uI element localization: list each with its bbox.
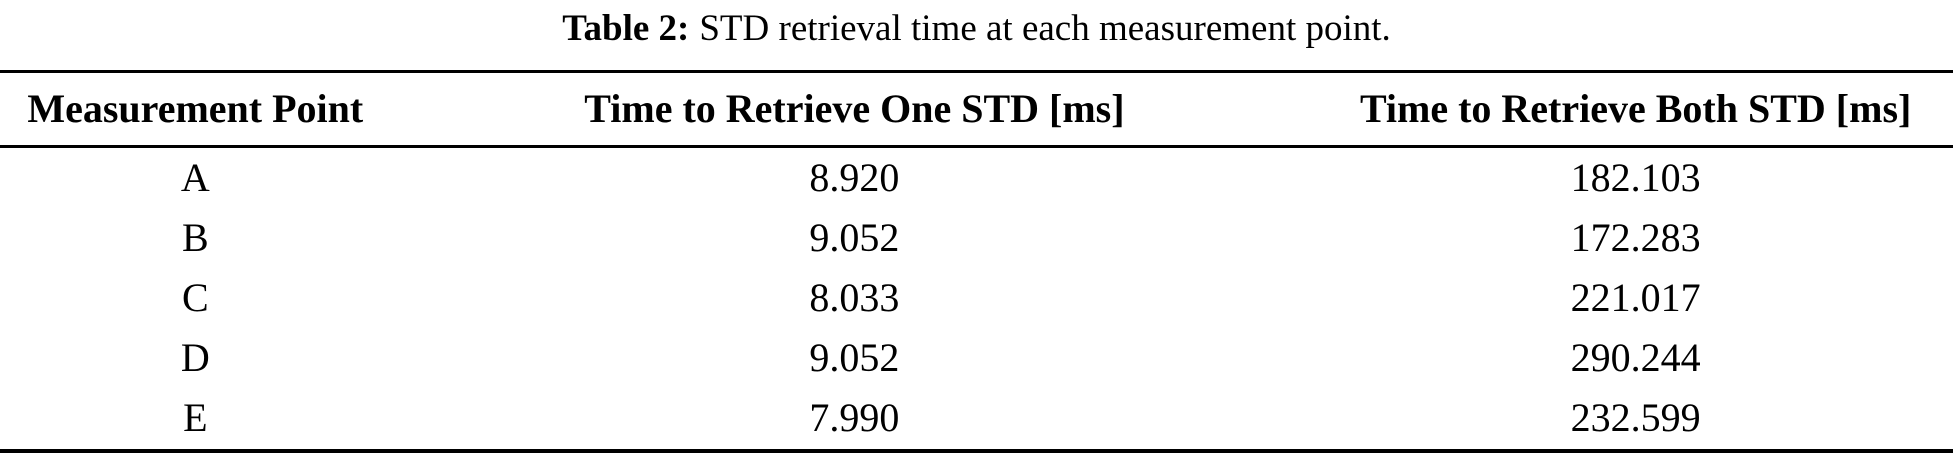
table-row: B 9.052 172.283: [0, 208, 1953, 268]
cell-time-both-std: 232.599: [1318, 388, 1953, 454]
cell-time-one-std: 8.920: [809, 155, 900, 201]
cell-time-both-std: 182.103: [1570, 155, 1701, 201]
cell-time-both-std: 172.283: [1570, 215, 1701, 261]
cell-time-one-std: 9.052: [809, 215, 900, 261]
cell-measurement-point: A: [180, 155, 210, 201]
table-row: C 8.033 221.017: [0, 268, 1953, 328]
caption-text: STD retrieval time at each measurement p…: [699, 8, 1391, 49]
col-header-time-one-std: Time to Retrieve One STD [ms]: [390, 70, 1319, 149]
cell-measurement-point: D: [180, 335, 210, 381]
header-row: Measurement Point Time to Retrieve One S…: [0, 70, 1953, 149]
cell-time-both-std: 290.244: [1570, 335, 1701, 381]
col-header-measurement-point: Measurement Point: [0, 70, 391, 149]
cell-time-one-std: 9.052: [809, 335, 900, 381]
table-row: D 9.052 290.244: [0, 328, 1953, 388]
cell-measurement-point: B: [181, 215, 209, 261]
table-caption: Table 2: STD retrieval time at each measu…: [0, 0, 1953, 51]
measurements-table: Measurement Point Time to Retrieve One S…: [0, 70, 1953, 454]
cell-time-one-std: 8.033: [809, 275, 900, 321]
cell-time-one-std: 7.990: [390, 388, 1319, 454]
table-row: A 8.920 182.103: [0, 147, 1953, 209]
col-header-time-both-std: Time to Retrieve Both STD [ms]: [1318, 70, 1953, 149]
table-row: E 7.990 232.599: [0, 388, 1953, 454]
cell-measurement-point: C: [181, 275, 209, 321]
cell-time-both-std: 221.017: [1570, 275, 1701, 321]
caption-label: Table 2:: [562, 8, 690, 49]
cell-measurement-point: E: [0, 388, 391, 454]
